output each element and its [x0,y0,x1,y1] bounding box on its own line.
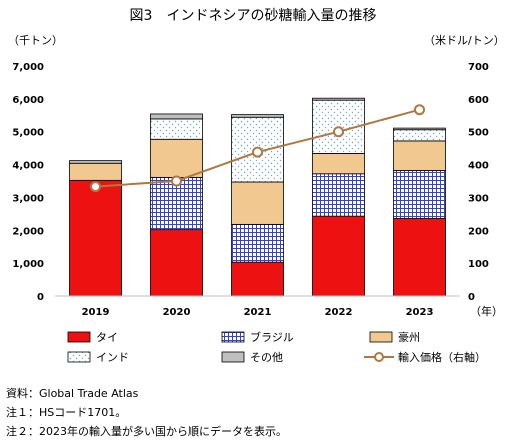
legend-label: ブラジル [250,330,294,344]
right-tick-label: 300 [468,193,489,204]
bar-segment [312,173,365,217]
right-axis-ticks: 0 100 200 300 400 500 600 700 [468,62,489,303]
bar-segment [393,218,446,297]
right-tick-label: 600 [468,95,489,106]
bar-segment [312,215,365,297]
left-tick-label: 1,000 [12,259,44,270]
bar-stacks [69,97,446,297]
left-tick-label: 6,000 [12,95,44,106]
legend-label: 豪州 [398,330,420,344]
left-tick-label: 7,000 [12,62,44,73]
legend-label: タイ [96,331,118,344]
x-axis-unit: （年） [470,304,503,318]
sugar-import-chart: 図3 インドネシアの砂糖輸入量の推移 （千トン） （米ドル/トン） （年） 0 1… [8,8,505,364]
bar-segment [393,140,446,171]
right-tick-label: 200 [468,226,489,237]
left-axis-unit: （千トン） [8,34,63,47]
price-point [90,181,101,193]
x-tick-label: 2022 [325,307,353,318]
bar-segment [69,162,122,181]
source-note: 資料：Global Trade Atlas [6,387,139,400]
legend-label: インド [96,351,129,364]
right-tick-label: 100 [468,259,489,270]
price-point [333,126,344,138]
bar-segment [69,179,122,297]
x-tick-label: 2019 [82,307,110,318]
legend-swatch [67,351,91,363]
legend-swatch [221,331,245,343]
x-axis-labels: 2019 2020 2021 2022 2023 [82,307,434,318]
x-tick-label: 2020 [163,307,191,318]
left-tick-label: 2,000 [12,226,44,237]
footnote-2: 注２：2023年の輸入量が多い国から順にデータを表示。 [6,425,287,438]
legend-swatch [67,331,91,343]
bar-segment [231,114,284,118]
right-tick-label: 0 [468,292,475,303]
chart-title: 図3 インドネシアの砂糖輸入量の推移 [130,8,377,24]
bar-segment [393,127,446,131]
right-tick-label: 500 [468,128,489,139]
bar-segment [312,152,365,175]
left-axis-ticks: 0 1,000 2,000 3,000 4,000 5,000 6,000 7,000 [12,62,44,303]
right-tick-label: 700 [468,62,489,73]
price-point [171,175,182,187]
x-tick-label: 2021 [244,307,272,318]
bar-segment [393,129,446,142]
right-axis-unit: （米ドル/トン） [424,34,505,47]
price-point [414,104,425,116]
legend-swatch [221,351,245,363]
left-tick-label: 3,000 [12,193,44,204]
bar-segment [393,170,446,219]
legend-label: 輸入価格（右軸） [398,350,486,364]
bar-segment [231,261,284,297]
bar-segment [312,97,365,101]
footnote-1: 注１：HSコード1701。 [6,406,127,419]
bar-segment [150,113,203,120]
x-tick-label: 2023 [406,307,434,318]
bar-segment [150,118,203,140]
bar-segment [150,138,203,178]
legend-marker [374,352,384,362]
bar-segment [150,229,203,297]
left-tick-label: 0 [37,292,44,303]
legend-label: その他 [250,351,283,364]
price-line-series [90,104,425,193]
price-point [252,146,263,158]
source-notes: 資料：Global Trade Atlas 注１：HSコード1701。 注２：2… [6,384,287,441]
left-tick-label: 5,000 [12,128,44,139]
legend-swatch [369,331,393,343]
bar-segment [231,223,284,263]
right-tick-label: 400 [468,161,489,172]
bar-segment [231,181,284,225]
bar-segment [69,160,122,164]
left-tick-label: 4,000 [12,161,44,172]
